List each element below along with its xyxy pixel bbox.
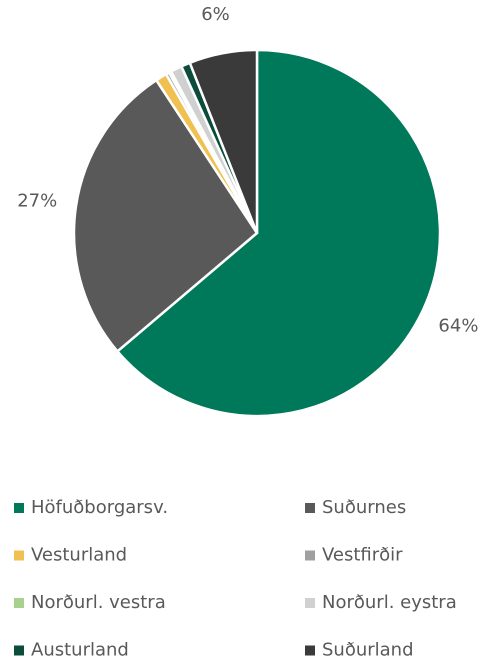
- legend-swatch: [14, 598, 24, 608]
- legend-swatch: [305, 645, 315, 656]
- legend-swatch: [305, 503, 315, 513]
- pie-slice: [115, 48, 442, 418]
- data-label: 6%: [201, 4, 230, 25]
- legend-swatch: [305, 550, 315, 561]
- pie-slice: [188, 48, 259, 234]
- pie-slice: [72, 78, 259, 354]
- legend-label: Suðurnes: [322, 497, 406, 518]
- legend-swatch: [305, 598, 315, 608]
- legend-label: Vesturland: [31, 545, 127, 566]
- legend-label: Vestfirðir: [322, 545, 403, 566]
- legend-label: Norðurl. eystra: [322, 592, 457, 613]
- legend-label: Höfuðborgarsv.: [31, 497, 168, 518]
- legend-label: Austurland: [31, 640, 129, 661]
- legend-swatch: [14, 503, 24, 513]
- legend-label: Suðurland: [322, 640, 414, 661]
- legend-swatch: [14, 550, 24, 561]
- legend-label: Norðurl. vestra: [31, 592, 166, 613]
- legend-swatch: [14, 645, 24, 656]
- data-label: 27%: [17, 190, 57, 211]
- data-label: 64%: [438, 315, 478, 336]
